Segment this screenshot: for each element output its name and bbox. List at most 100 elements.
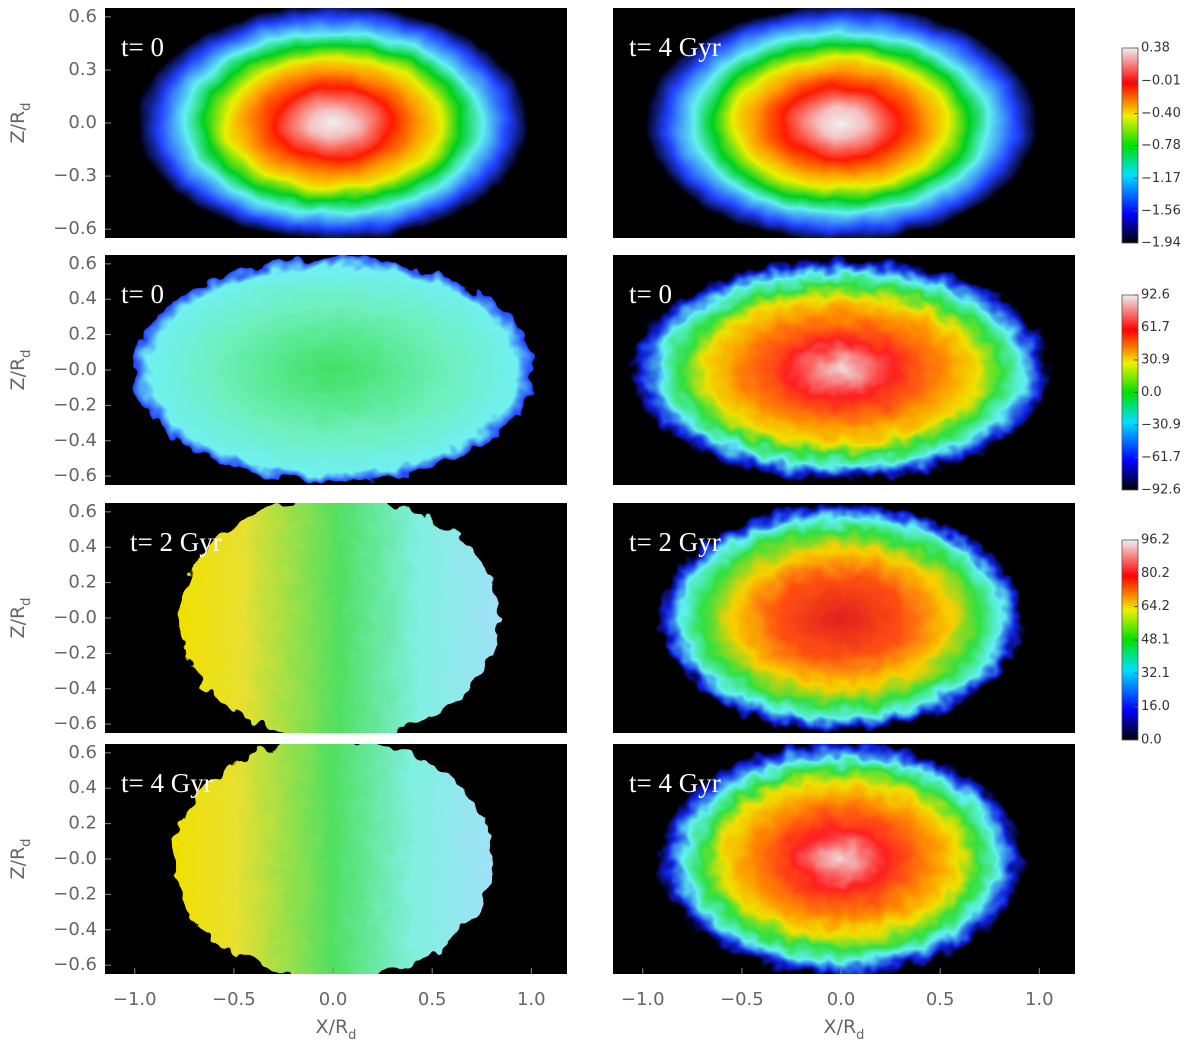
panel-annotation: t= 2 Gyr <box>629 527 721 557</box>
density-map <box>659 504 1024 732</box>
colorbar-tick-label: −61.7 <box>1141 450 1181 465</box>
panel-annotation: t= 4 Gyr <box>629 32 721 62</box>
label-text: Z/R <box>7 606 29 639</box>
colorbar-tick-label: 16.0 <box>1141 699 1170 714</box>
colorbar-tick-label: −1.94 <box>1141 236 1181 251</box>
y-tick-label: −0.2 <box>53 394 97 415</box>
label-text: Z/R <box>7 358 29 391</box>
x-tick-label: −0.5 <box>212 989 256 1010</box>
colorbar-tick-label: 0.0 <box>1141 385 1162 400</box>
y-tick-label: 0.2 <box>68 324 97 345</box>
colorbar-tick-label: 64.2 <box>1141 599 1170 614</box>
y-tick-label: −0.2 <box>53 883 97 904</box>
label-text: X/R <box>824 1016 857 1038</box>
label-text: Z/R <box>7 111 29 144</box>
label-subscript: d <box>856 1028 864 1043</box>
y-tick-label: 0.6 <box>68 742 97 763</box>
panel-annotation: t= 4 Gyr <box>121 768 213 798</box>
panel-annotation: t= 0 <box>629 279 672 309</box>
y-tick-label: −0.6 <box>53 465 97 486</box>
y-tick-label: 0.4 <box>68 288 97 309</box>
y-tick-label: 0.6 <box>68 253 97 274</box>
y-tick-label: −0.4 <box>53 919 97 940</box>
colorbar-tick-label: 92.6 <box>1141 288 1170 303</box>
panel <box>105 744 567 974</box>
panel <box>105 503 567 733</box>
density-map <box>659 744 1023 974</box>
colorbar-tick-label: 0.38 <box>1141 41 1170 56</box>
y-tick-label: −0.0 <box>53 359 97 380</box>
label-subscript: d <box>19 598 34 606</box>
panel-annotation: t= 0 <box>121 279 164 309</box>
panel-annotation: t= 4 Gyr <box>629 768 721 798</box>
x-axis-label: X/Rd <box>316 1016 357 1043</box>
x-tick-label: 0.0 <box>827 989 856 1010</box>
colorbar-tick-label: 80.2 <box>1141 566 1170 581</box>
y-tick-label: −0.3 <box>53 165 97 186</box>
label-text: Z/R <box>7 847 29 880</box>
colorbar-tick-label: −0.01 <box>1141 73 1181 88</box>
x-tick-label: 0.0 <box>319 989 348 1010</box>
panel <box>105 8 567 238</box>
density-map <box>138 8 528 238</box>
label-text: X/R <box>316 1016 349 1038</box>
y-tick-label: 0.3 <box>68 59 97 80</box>
label-subscript: d <box>348 1028 356 1043</box>
colorbar-tick-label: 96.2 <box>1141 533 1170 548</box>
colorbar-tick-label: −1.17 <box>1141 171 1181 186</box>
y-tick-label: −0.0 <box>53 607 97 628</box>
x-tick-label: 1.0 <box>1025 989 1054 1010</box>
y-axis-label: Z/Rd <box>7 350 34 391</box>
y-tick-label: −0.4 <box>53 678 97 699</box>
density-map <box>173 744 493 974</box>
panel <box>105 255 567 485</box>
y-tick-label: 0.6 <box>68 6 97 27</box>
colorbar-tick-label: −0.40 <box>1141 106 1181 121</box>
y-tick-label: 0.6 <box>68 501 97 522</box>
x-tick-label: −0.5 <box>720 989 764 1010</box>
y-tick-label: −0.6 <box>53 218 97 239</box>
panel <box>613 255 1075 485</box>
y-tick-label: 0.4 <box>68 536 97 557</box>
y-tick-label: −0.2 <box>53 642 97 663</box>
label-subscript: d <box>19 350 34 358</box>
x-axis-label: X/Rd <box>824 1016 865 1043</box>
y-tick-label: 0.0 <box>68 112 97 133</box>
colorbar-tick-label: 32.1 <box>1141 666 1170 681</box>
x-tick-label: −1.0 <box>113 989 157 1010</box>
y-tick-label: −0.4 <box>53 430 97 451</box>
y-tick-label: −0.6 <box>53 954 97 975</box>
y-tick-label: 0.2 <box>68 572 97 593</box>
y-axis-label: Z/Rd <box>7 839 34 880</box>
colorbar-tick-label: 30.9 <box>1141 352 1170 367</box>
label-subscript: d <box>19 103 34 111</box>
y-axis-label: Z/Rd <box>7 103 34 144</box>
panel <box>613 744 1075 974</box>
panel-annotation: t= 2 Gyr <box>130 527 222 557</box>
y-axis-label: Z/Rd <box>7 598 34 639</box>
colorbar-tick-label: 61.7 <box>1141 320 1170 335</box>
colorbar-tick-label: −92.6 <box>1141 483 1181 498</box>
label-subscript: d <box>19 839 34 847</box>
y-tick-label: −0.6 <box>53 713 97 734</box>
colorbar-tick-label: −30.9 <box>1141 418 1181 433</box>
colorbar-tick-label: 0.0 <box>1141 733 1162 748</box>
density-map <box>133 258 534 482</box>
panel <box>613 8 1075 238</box>
density-map <box>179 503 499 733</box>
colorbar-tick-label: −0.78 <box>1141 138 1181 153</box>
density-map <box>631 258 1052 482</box>
panel-annotation: t= 0 <box>121 32 164 62</box>
density-map <box>646 8 1036 238</box>
y-tick-label: 0.2 <box>68 813 97 834</box>
x-tick-label: 0.5 <box>418 989 447 1010</box>
colorbar-tick-label: −1.56 <box>1141 204 1181 219</box>
x-tick-label: −1.0 <box>621 989 665 1010</box>
panel <box>613 503 1075 733</box>
y-tick-label: 0.4 <box>68 777 97 798</box>
y-tick-label: −0.0 <box>53 848 97 869</box>
x-tick-label: 0.5 <box>926 989 955 1010</box>
colorbar-tick-label: 48.1 <box>1141 633 1170 648</box>
x-tick-label: 1.0 <box>517 989 546 1010</box>
